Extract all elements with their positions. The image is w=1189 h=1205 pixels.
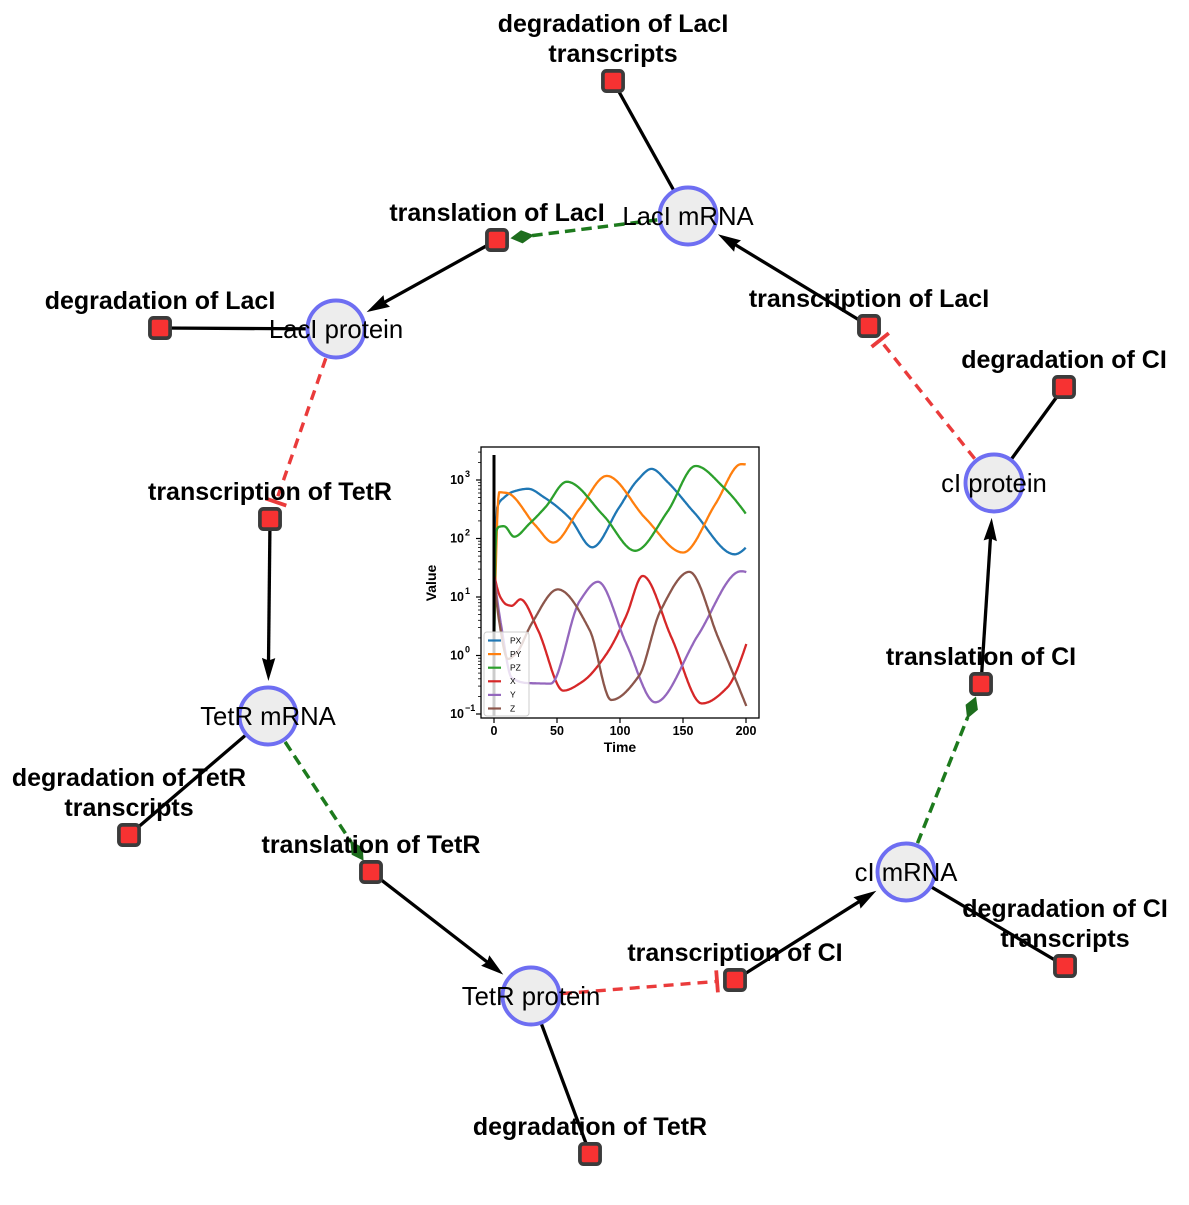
svg-text:cI protein: cI protein — [941, 470, 1047, 498]
svg-text:LacI mRNA: LacI mRNA — [622, 203, 754, 231]
svg-text:degradation of TetR: degradation of TetR — [473, 1113, 707, 1141]
svg-text:150: 150 — [673, 724, 694, 738]
svg-text:50: 50 — [550, 724, 564, 738]
svg-text:translation of TetR: translation of TetR — [262, 831, 481, 859]
svg-text:degradation of LacI: degradation of LacI — [45, 287, 276, 315]
svg-text:10: 10 — [450, 473, 464, 487]
svg-text:PY: PY — [510, 649, 522, 659]
svg-text:2: 2 — [465, 528, 470, 538]
svg-text:10: 10 — [450, 532, 464, 546]
svg-text:transcripts: transcripts — [548, 40, 677, 68]
svg-text:transcripts: transcripts — [1000, 925, 1129, 953]
svg-text:transcription of TetR: transcription of TetR — [148, 478, 392, 506]
svg-text:3: 3 — [465, 469, 470, 479]
svg-text:TetR protein: TetR protein — [462, 983, 601, 1011]
svg-text:transcription of CI: transcription of CI — [627, 939, 842, 967]
svg-text:translation of CI: translation of CI — [886, 643, 1076, 671]
svg-text:Time: Time — [604, 739, 637, 755]
svg-text:PZ: PZ — [510, 663, 521, 673]
svg-text:0: 0 — [491, 724, 498, 738]
svg-text:10: 10 — [450, 649, 464, 663]
svg-text:cI mRNA: cI mRNA — [855, 859, 959, 887]
svg-text:degradation of TetR: degradation of TetR — [12, 764, 246, 792]
svg-text:10: 10 — [450, 590, 464, 604]
svg-text:degradation of CI: degradation of CI — [961, 346, 1167, 374]
svg-text:0: 0 — [465, 645, 470, 655]
svg-text:transcription of LacI: transcription of LacI — [749, 285, 989, 313]
svg-text:degradation of LacI: degradation of LacI — [498, 10, 729, 38]
svg-text:TetR mRNA: TetR mRNA — [200, 703, 336, 731]
svg-text:Z: Z — [510, 703, 515, 713]
svg-text:LacI protein: LacI protein — [269, 316, 403, 344]
svg-text:translation of LacI: translation of LacI — [389, 199, 604, 227]
svg-text:Y: Y — [510, 690, 516, 700]
svg-text:X: X — [510, 676, 516, 686]
svg-text:Value: Value — [423, 565, 439, 602]
svg-text:100: 100 — [610, 724, 631, 738]
svg-text:transcripts: transcripts — [64, 794, 193, 822]
svg-text:PX: PX — [510, 635, 522, 645]
svg-text:−1: −1 — [465, 703, 475, 713]
svg-text:10: 10 — [450, 707, 464, 721]
svg-text:1: 1 — [465, 586, 470, 596]
svg-text:degradation of CI: degradation of CI — [962, 895, 1168, 923]
svg-text:200: 200 — [736, 724, 757, 738]
